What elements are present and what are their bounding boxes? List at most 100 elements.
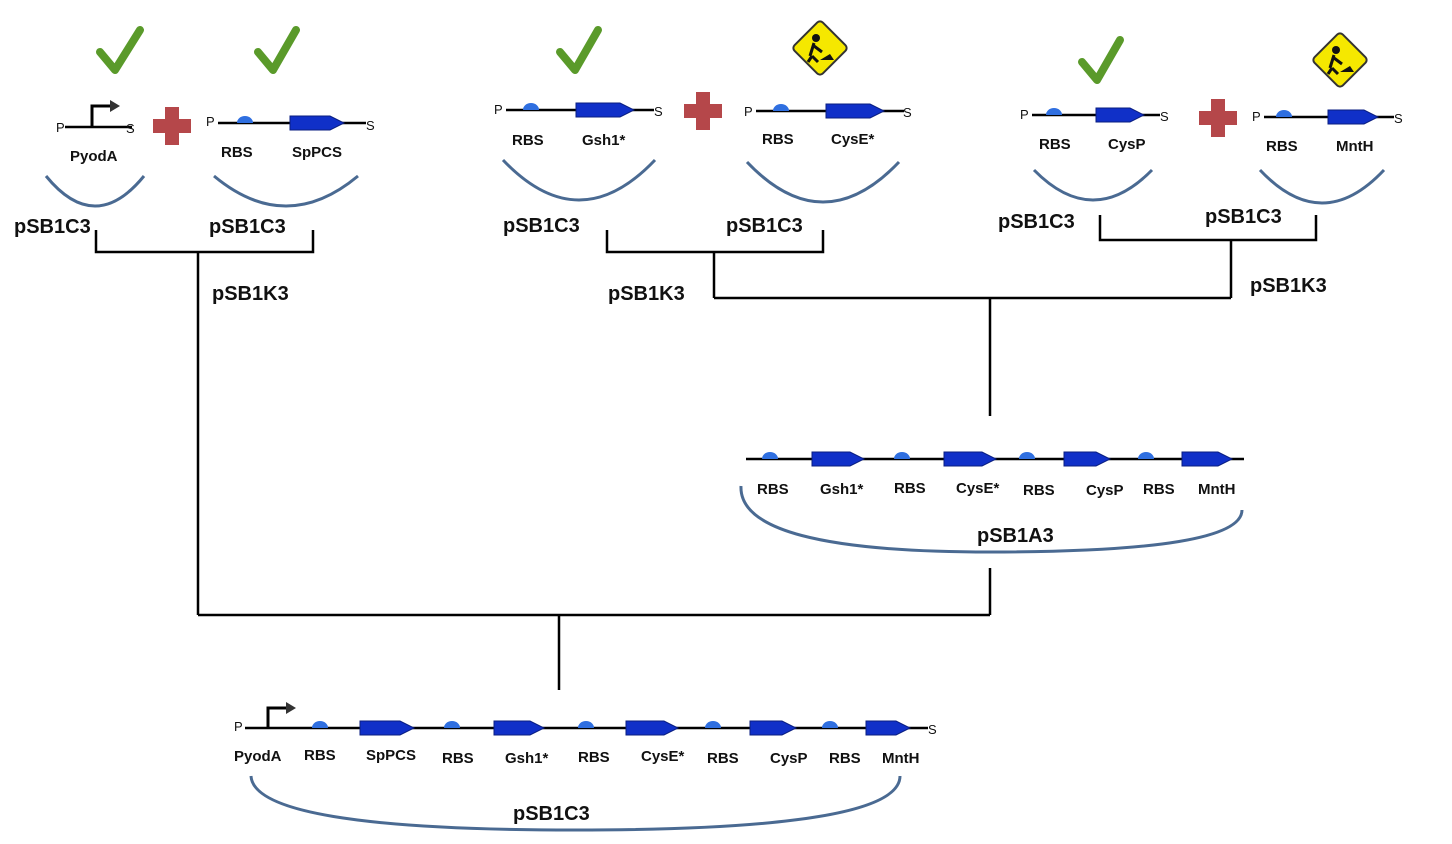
- rbs-glyph: [762, 452, 778, 459]
- part-rbs-sppcs: P S RBS SpPCS: [206, 114, 375, 208]
- assembly-tree: [94, 215, 1318, 690]
- rbs-glyph: [312, 721, 328, 728]
- plasmid-label-psb1c3: pSB1C3: [209, 216, 286, 238]
- promoter-glyph: [266, 706, 288, 728]
- rbs-glyph: [578, 721, 594, 728]
- plasmid-arc: [44, 175, 146, 208]
- part-label-sppcs: SpPCS: [366, 747, 416, 764]
- rbs-glyph: [1019, 452, 1035, 459]
- suffix-label: S: [1160, 109, 1169, 124]
- part-label-rbs: RBS: [762, 131, 794, 148]
- part-label-pyoda: PyodA: [234, 748, 282, 765]
- cds-glyph: [943, 451, 998, 467]
- rbs-glyph: [773, 104, 789, 111]
- cds-glyph: [749, 720, 798, 736]
- part-label-cysp: CysP: [1086, 482, 1124, 499]
- part-label-rbs: RBS: [707, 750, 739, 767]
- plasmid-label-psb1c3: pSB1C3: [726, 215, 803, 237]
- plasmid-label-psb1c3: pSB1C3: [513, 803, 590, 825]
- suffix-label: S: [366, 118, 375, 133]
- part-label-mnth: MntH: [882, 750, 920, 767]
- under-construction-icon: [792, 20, 848, 76]
- part-label-rbs: RBS: [1266, 138, 1298, 155]
- plasmid-arc: [249, 775, 902, 832]
- prefix-label: P: [744, 104, 753, 119]
- check-icon: [556, 26, 602, 74]
- part-label-rbs: RBS: [829, 750, 861, 767]
- under-construction-icon: [1312, 32, 1368, 88]
- plasmid-arc: [501, 158, 657, 202]
- part-label-cyse: CysE*: [956, 480, 1000, 497]
- rbs-glyph: [1138, 452, 1154, 459]
- plus-icon: [684, 92, 722, 130]
- cds-glyph: [289, 115, 346, 131]
- part-label-mnth: MntH: [1336, 138, 1374, 155]
- plus-icon: [153, 107, 191, 145]
- rbs-glyph: [705, 721, 721, 728]
- prefix-label: P: [206, 114, 215, 129]
- part-label-rbs: RBS: [578, 749, 610, 766]
- part-rbs-cyse: P S RBS CysE*: [744, 103, 912, 204]
- plasmid-label-psb1c3: pSB1C3: [503, 215, 580, 237]
- suffix-label: S: [1394, 111, 1403, 126]
- plasmid-label-psb1a3: pSB1A3: [977, 525, 1054, 547]
- cds-glyph: [625, 720, 680, 736]
- cds-glyph: [1181, 451, 1234, 467]
- rbs-glyph: [237, 116, 253, 123]
- plasmid-label-psb1k3: pSB1K3: [608, 283, 685, 305]
- cds-glyph: [1063, 451, 1112, 467]
- cds-glyph: [811, 451, 866, 467]
- part-label-cyse: CysE*: [641, 748, 685, 765]
- prefix-label: P: [234, 719, 243, 734]
- cds-glyph: [575, 102, 636, 118]
- cds-glyph: [1095, 107, 1146, 123]
- prefix-label: P: [1252, 109, 1261, 124]
- part-label-mnth: MntH: [1198, 481, 1236, 498]
- part-label-gsh1: Gsh1*: [505, 750, 549, 767]
- plasmid-arc: [1032, 168, 1154, 202]
- part-label-rbs: RBS: [1143, 481, 1175, 498]
- prefix-label: P: [56, 120, 65, 135]
- cds-glyph: [825, 103, 886, 119]
- suffix-label: S: [126, 121, 135, 136]
- suffix-label: S: [654, 104, 663, 119]
- plasmid-arc: [745, 160, 901, 204]
- check-icon: [1078, 36, 1124, 84]
- part-label-gsh1: Gsh1*: [582, 132, 626, 149]
- part-label-rbs: RBS: [1039, 136, 1071, 153]
- part-label-cysp: CysP: [1108, 136, 1146, 153]
- suffix-label: S: [903, 105, 912, 120]
- construct-final-psb1c3: P S PyodA RBS SpPCS RBS Gsh1* RBS CysE* …: [234, 702, 937, 832]
- rbs-glyph: [444, 721, 460, 728]
- plasmid-label-psb1c3: pSB1C3: [1205, 206, 1282, 228]
- plasmid-arc: [1258, 168, 1386, 205]
- part-rbs-mnth: P S RBS MntH: [1252, 109, 1403, 205]
- cds-glyph: [359, 720, 416, 736]
- suffix-label: S: [928, 722, 937, 737]
- part-label-gsh1: Gsh1*: [820, 481, 864, 498]
- rbs-glyph: [1276, 110, 1292, 117]
- part-label-rbs: RBS: [757, 481, 789, 498]
- prefix-label: P: [494, 102, 503, 117]
- part-label-rbs: RBS: [221, 144, 253, 161]
- rbs-glyph: [1046, 108, 1062, 115]
- part-rbs-gsh1: P S RBS Gsh1*: [494, 102, 663, 202]
- part-rbs-cysp: P S RBS CysP: [1020, 107, 1169, 202]
- part-label-sppcs: SpPCS: [292, 144, 342, 161]
- part-pyoda: P S PyodA: [44, 100, 146, 208]
- check-icon: [96, 26, 144, 74]
- cds-glyph: [493, 720, 546, 736]
- part-label-rbs: RBS: [512, 132, 544, 149]
- construct-psb1a3: RBS Gsh1* RBS CysE* RBS CysP RBS MntH pS…: [739, 451, 1244, 554]
- rbs-glyph: [523, 103, 539, 110]
- plus-icon: [1199, 99, 1237, 137]
- check-icon: [254, 26, 300, 74]
- plasmid-label-psb1k3: pSB1K3: [1250, 275, 1327, 297]
- plasmid-label-psb1c3: pSB1C3: [998, 211, 1075, 233]
- plasmid-arc: [213, 174, 359, 208]
- part-label-cysp: CysP: [770, 750, 808, 767]
- part-label-pyoda: PyodA: [70, 148, 118, 165]
- prefix-label: P: [1020, 107, 1029, 122]
- part-label-rbs: RBS: [442, 750, 474, 767]
